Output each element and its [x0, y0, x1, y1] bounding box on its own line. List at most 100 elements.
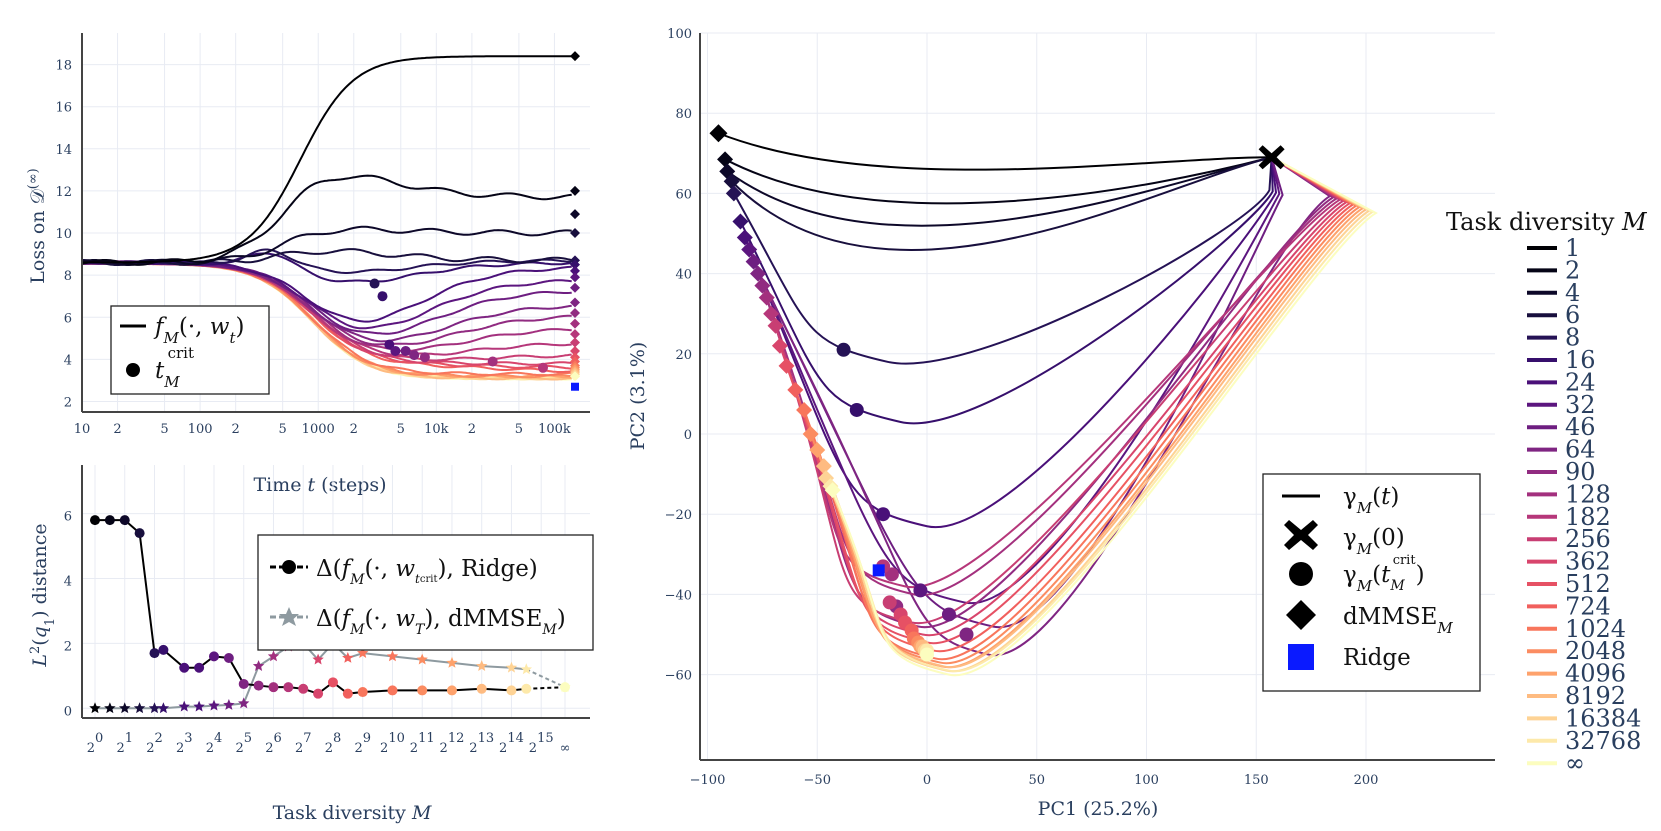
pca-legend-ridge-sample [1288, 644, 1314, 670]
loss-x-label: Time t (steps) [253, 474, 386, 496]
pca-dmmse-M-∞ [824, 482, 841, 499]
l2-xtick-16: ∞ [560, 741, 571, 756]
l2-xtick-4: 24 [206, 731, 223, 756]
l2-ridge-point-10 [238, 678, 249, 689]
l2-ytick-0: 0 [64, 704, 72, 719]
colorbar-label-19: 4096 [1565, 660, 1626, 688]
l2-ridge-point-17 [342, 688, 353, 699]
pca-line-M-2 [724, 156, 1272, 205]
pca-dmmse-M-2048 [802, 426, 819, 442]
pca-line-M-256 [774, 156, 1345, 624]
l2-ridge-point-23 [506, 685, 517, 696]
loss-dmmse-M-362 [570, 345, 580, 356]
l2-legend-box [257, 534, 594, 651]
loss-crit-M-128 [487, 356, 498, 367]
loss-ytick-16: 16 [55, 101, 72, 116]
pca-xtick--50: −50 [804, 773, 831, 788]
colorbar-items: 1246816243246649012818225636251272410242… [1527, 234, 1641, 777]
pca-ytick-60: 60 [675, 187, 692, 202]
l2-ridge-line-tail [526, 686, 566, 690]
colorbar-label-3: 6 [1565, 301, 1580, 329]
l2-ridge-point-12 [268, 682, 279, 693]
loss-crit-M-16 [377, 291, 388, 302]
pca-ytick-0: 0 [684, 428, 692, 443]
l2-xtick-6: 26 [265, 731, 282, 756]
l2-distance-panel: 0246202122232425262728292102112122132142… [28, 465, 594, 824]
l2-dmmse-point-0 [89, 702, 101, 714]
pca-line-M-512 [785, 156, 1352, 644]
pca-grid [700, 32, 1495, 760]
l2-dmmse-point-22 [476, 660, 488, 671]
pca-xtick-150: 150 [1244, 773, 1269, 788]
pca-dmmse-M-128 [758, 289, 775, 306]
colorbar-label-20: 8192 [1565, 682, 1626, 710]
loss-dmmse-M-182 [570, 329, 580, 340]
l2-dmmse-point-6 [178, 700, 190, 712]
pca-lines [718, 132, 1378, 676]
l2-dmmse-point-5 [157, 702, 170, 714]
pca-line-M-16384 [825, 156, 1372, 672]
pca-crit-M-46 [941, 607, 956, 622]
loss-crit-M-90 [419, 352, 430, 363]
l2-xtick-0: 20 [87, 731, 104, 756]
colorbar-label-4: 8 [1565, 324, 1580, 352]
l2-xtick-7: 27 [295, 731, 312, 756]
l2-xtick-9: 29 [354, 731, 371, 756]
pca-ytick--20: −20 [665, 508, 692, 523]
l2-dmmse-point-17 [342, 652, 354, 663]
pca-crit-M-32 [913, 583, 928, 598]
pca-legend-dot-sample [1289, 562, 1313, 586]
pca-ytick-80: 80 [675, 107, 692, 122]
l2-ytick-2: 2 [64, 639, 72, 654]
pca-line-M-32 [748, 157, 1281, 604]
pca-dmmse-M-16 [732, 213, 749, 230]
l2-ridge-point-3 [134, 528, 145, 539]
pca-crit-M-8 [836, 342, 851, 357]
l2-ridge-point-6 [179, 662, 190, 673]
l2-ridge-point-1 [104, 515, 115, 526]
loss-dmmse-M-24 [570, 265, 580, 276]
loss-dmmse-M-256 [570, 337, 580, 348]
l2-dmmse-point-10 [238, 697, 250, 709]
l2-ridge-point-0 [90, 515, 100, 526]
pca-line-M-8 [732, 157, 1273, 365]
loss-ytick-8: 8 [64, 269, 72, 284]
loss-dmmse-M-4 [570, 209, 580, 220]
l2-dmmse-point-19 [386, 650, 399, 662]
pca-dmmse-M-32 [741, 241, 758, 258]
pca-ytick--40: −40 [665, 588, 692, 603]
l2-xtick-2: 22 [146, 731, 163, 756]
pca-crit-M-256 [882, 595, 897, 610]
loss-dmmse-M-16 [570, 259, 580, 270]
l2-y-label: L2(q1) distance [28, 523, 58, 667]
loss-xtick-0: 10 [74, 422, 91, 437]
l2-dmmse-point-9 [223, 699, 235, 710]
l2-ridge-point-19 [387, 685, 398, 696]
loss-xtick-11: 5 [515, 422, 523, 437]
colorbar-label-13: 256 [1565, 525, 1611, 553]
l2-ridge-point-9 [223, 652, 234, 663]
pca-dmmse-M-64 [749, 265, 766, 282]
colorbar-label-17: 1024 [1565, 615, 1626, 643]
loss-ytick-14: 14 [55, 143, 72, 158]
pca-ytick-40: 40 [675, 268, 692, 283]
pca-legend-ridge: Ridge [1343, 645, 1411, 671]
colorbar-label-23: ∞ [1565, 749, 1585, 777]
pca-dmmse-M-8192 [815, 458, 832, 475]
l2-xtick-12: 212 [440, 731, 465, 756]
pca-dmmse-M-2 [717, 151, 734, 168]
pca-line-M-1024 [803, 156, 1359, 660]
pca-dmmse-M-256 [767, 317, 784, 334]
loss-legend: fM(·, wt) tMcrit [110, 305, 270, 395]
loss-line-M-8 [81, 248, 572, 274]
pca-ytick-100: 100 [667, 27, 692, 42]
l2-dmmse-point-3 [133, 702, 146, 714]
pca-dmmse-M-46 [745, 253, 762, 270]
l2-dmmse-point-8 [208, 699, 220, 711]
loss-ytick-6: 6 [64, 311, 72, 326]
colorbar-label-10: 90 [1565, 458, 1596, 486]
l2-dmmse-point-24 [520, 663, 532, 675]
loss-ytick-12: 12 [55, 185, 72, 200]
loss-legend-box [110, 305, 270, 395]
